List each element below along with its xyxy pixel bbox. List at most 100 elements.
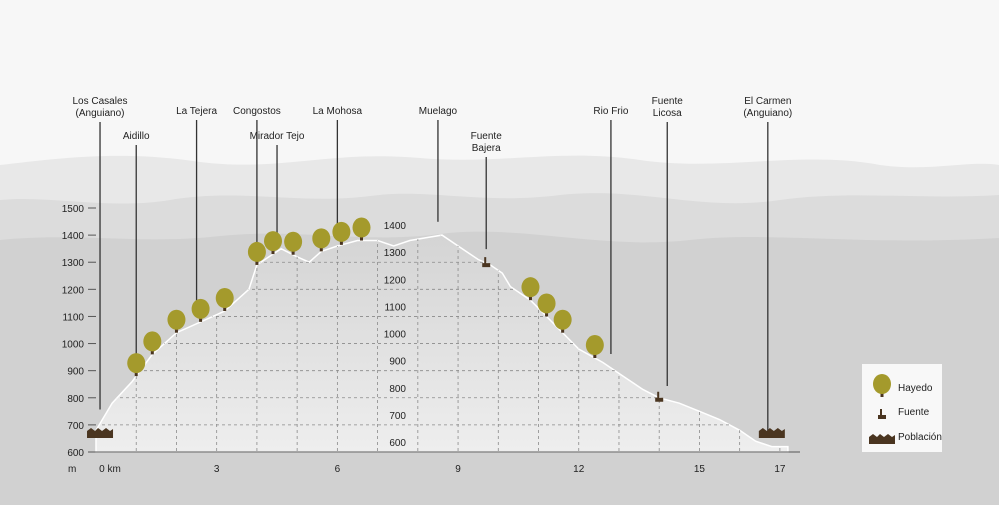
inner-y-tick-label: 900 xyxy=(389,357,406,368)
hayedo-tree-icon xyxy=(247,241,266,265)
waypoint: Muelago xyxy=(419,106,458,222)
waypoints: Los Casales (Anguiano) Aidillo La Tejera Con… xyxy=(73,96,792,432)
hayedo-tree-icon xyxy=(521,277,540,301)
waypoint: Congostos xyxy=(233,106,281,251)
y-axis-unit-label: m xyxy=(68,464,76,475)
waypoint: Fuente Bajera xyxy=(471,131,503,250)
waypoint-label: Fuente Bajera xyxy=(471,131,503,154)
waypoint-label: Congostos xyxy=(233,106,281,117)
waypoint: Rio Frio xyxy=(593,106,629,354)
waypoint-label: Mirador Tejo xyxy=(250,131,305,142)
poblacion-icon xyxy=(87,428,114,438)
tree-crown xyxy=(553,309,572,330)
x-tick-label: 17 xyxy=(774,464,786,475)
hayedo-tree-icon xyxy=(553,309,572,333)
fuente-shape xyxy=(878,409,886,419)
x-tick-label: 6 xyxy=(335,464,341,475)
hayedo-tree-icon xyxy=(585,335,604,359)
y-tick-label: 1300 xyxy=(62,258,85,269)
hayedo-tree-icon xyxy=(537,293,556,317)
inner-y-tick-label: 1100 xyxy=(384,302,406,313)
y-tick-label: 600 xyxy=(67,448,84,459)
x-tick-label: 3 xyxy=(214,464,220,475)
waypoint-label: La Tejera xyxy=(176,106,217,117)
tree-crown xyxy=(312,228,331,249)
fuente-icon xyxy=(482,257,491,268)
tree-crown xyxy=(127,353,146,374)
tree-crown xyxy=(332,221,351,242)
hayedo-tree-icon xyxy=(284,231,303,255)
hayedo-tree-icon xyxy=(264,231,283,255)
hayedo-tree-icon xyxy=(127,353,146,377)
y-tick-label: 1000 xyxy=(62,340,85,351)
tree-crown xyxy=(264,231,283,252)
waypoint: Los Casales (Anguiano) xyxy=(73,96,128,410)
tree-crown xyxy=(521,277,540,298)
waypoint-label: Rio Frio xyxy=(593,106,628,117)
poblacion-icon xyxy=(758,428,785,438)
hayedo-tree-icon xyxy=(352,217,371,241)
waypoint-label: La Mohosa xyxy=(313,106,363,117)
legend: Hayedo Fuente Población xyxy=(862,364,942,452)
y-tick-label: 1200 xyxy=(62,285,85,296)
y-tick-label: 800 xyxy=(67,394,84,405)
legend-label-fuente: Fuente xyxy=(898,407,930,418)
fuente-shape xyxy=(655,391,664,402)
inner-y-tick-label: 800 xyxy=(389,384,406,395)
poblacion-shape xyxy=(87,428,114,438)
hayedo-tree-icon xyxy=(167,309,186,333)
y-tick-label: 1500 xyxy=(62,204,85,215)
legend-poblacion-icon xyxy=(869,434,895,444)
legend-fuente-icon xyxy=(878,409,886,419)
tree-crown xyxy=(585,335,604,356)
waypoint: Aidillo xyxy=(123,131,150,363)
tree-crown xyxy=(284,231,303,252)
y-tick-label: 900 xyxy=(67,367,84,378)
waypoint-label: Muelago xyxy=(419,106,458,117)
tree-crown xyxy=(537,293,556,314)
legend-label-poblacion: Población xyxy=(898,432,942,443)
tree-crown xyxy=(352,217,371,238)
inner-y-tick-label: 1300 xyxy=(384,248,407,259)
waypoint: Mirador Tejo xyxy=(250,131,305,238)
poblacion-shape xyxy=(869,434,895,444)
inner-y-tick-label: 1200 xyxy=(384,275,407,286)
tree-crown xyxy=(143,331,162,352)
inner-y-tick-label: 600 xyxy=(389,438,406,449)
waypoint: La Mohosa xyxy=(313,106,363,232)
inner-y-tick-label: 1000 xyxy=(384,330,407,341)
tree-crown xyxy=(247,241,266,262)
inner-y-tick-label: 700 xyxy=(389,411,406,422)
waypoint-label: Los Casales (Anguiano) xyxy=(73,96,128,119)
waypoint-label: Aidillo xyxy=(123,131,150,142)
waypoint-label: Fuente Licosa xyxy=(652,96,684,119)
y-tick-label: 700 xyxy=(67,421,84,432)
y-tick-label: 1100 xyxy=(62,312,84,323)
waypoint: El Carmen (Anguiano) xyxy=(743,96,792,432)
x-tick-label: 12 xyxy=(573,464,585,475)
hayedo-tree-icon xyxy=(312,228,331,252)
hayedo-tree-icon xyxy=(332,221,351,245)
waypoint-label: El Carmen (Anguiano) xyxy=(743,96,792,119)
fuente-shape xyxy=(482,257,491,268)
x-axis: m 0 km 3 6 9 12 15 17 xyxy=(68,464,786,475)
legend-label-hayedo: Hayedo xyxy=(898,383,933,394)
x-tick-label: 15 xyxy=(694,464,706,475)
waypoint: La Tejera xyxy=(176,106,217,310)
tree-crown xyxy=(191,298,210,319)
legend-hayedo-icon xyxy=(873,374,891,397)
fuente-icon xyxy=(655,391,664,402)
hayedo-tree-icon xyxy=(143,331,162,355)
x-tick-label: 9 xyxy=(455,464,461,475)
poblacion-shape xyxy=(758,428,785,438)
y-tick-label: 1400 xyxy=(62,231,85,242)
tree-crown xyxy=(215,288,234,309)
markers xyxy=(87,217,785,438)
waypoint: Fuente Licosa xyxy=(652,96,684,386)
y-axis: 600 700 800 900 1000 1100 1200 1300 1400 1500 xyxy=(62,204,800,459)
inner-y-axis: 600 700 800 900 1000 1100 1200 1300 1400 xyxy=(384,221,407,449)
tree-crown xyxy=(167,309,186,330)
inner-y-tick-label: 1400 xyxy=(384,221,407,232)
